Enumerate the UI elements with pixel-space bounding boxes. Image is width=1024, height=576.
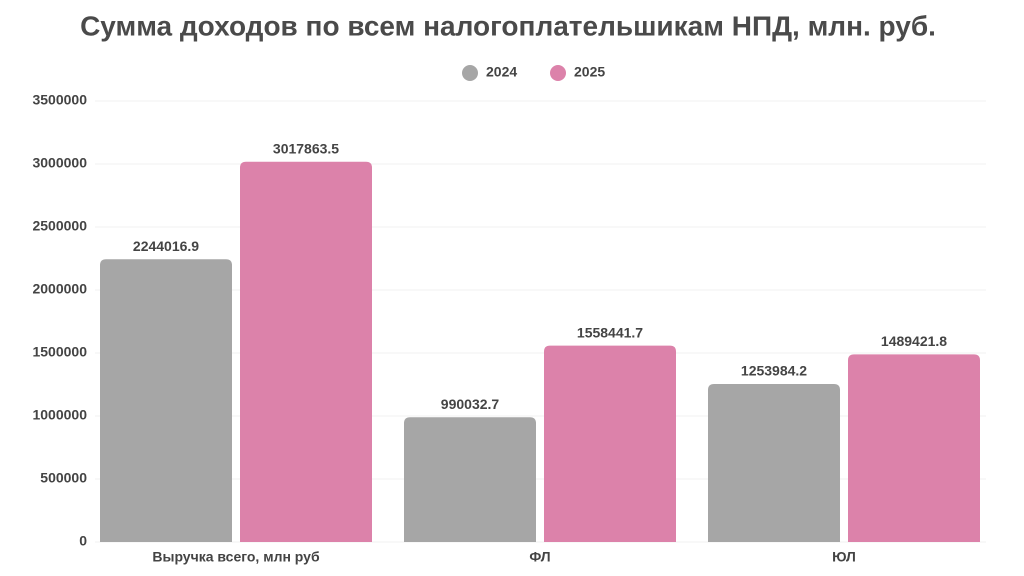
- value-label: 1489421.8: [881, 333, 947, 349]
- bar: [100, 259, 232, 542]
- y-tick-label: 500000: [40, 470, 87, 486]
- legend-label: 2025: [574, 64, 605, 80]
- legend-label: 2024: [486, 64, 517, 80]
- x-tick-label: ЮЛ: [832, 549, 856, 565]
- legend-marker: [462, 65, 478, 81]
- chart-title: Сумма доходов по всем налогоплательшикам…: [80, 10, 936, 41]
- y-tick-label: 3500000: [32, 92, 87, 108]
- bar: [708, 383, 840, 542]
- bar: [240, 161, 372, 542]
- value-label: 1558441.7: [577, 324, 643, 340]
- y-tick-label: 3000000: [32, 155, 87, 171]
- value-label: 1253984.2: [741, 363, 807, 379]
- y-tick-label: 2000000: [32, 281, 87, 297]
- x-tick-label: ФЛ: [529, 549, 550, 565]
- y-tick-label: 1500000: [32, 344, 87, 360]
- y-tick-label: 0: [79, 533, 87, 549]
- x-tick-label: Выручка всего, млн руб: [152, 549, 320, 565]
- y-tick-label: 1000000: [32, 407, 87, 423]
- legend-marker: [550, 65, 566, 81]
- value-label: 990032.7: [441, 396, 500, 412]
- y-tick-label: 2500000: [32, 218, 87, 234]
- value-label: 2244016.9: [133, 238, 199, 254]
- value-label: 3017863.5: [273, 140, 339, 156]
- bar: [544, 345, 676, 542]
- bar: [848, 354, 980, 542]
- bar: [404, 417, 536, 542]
